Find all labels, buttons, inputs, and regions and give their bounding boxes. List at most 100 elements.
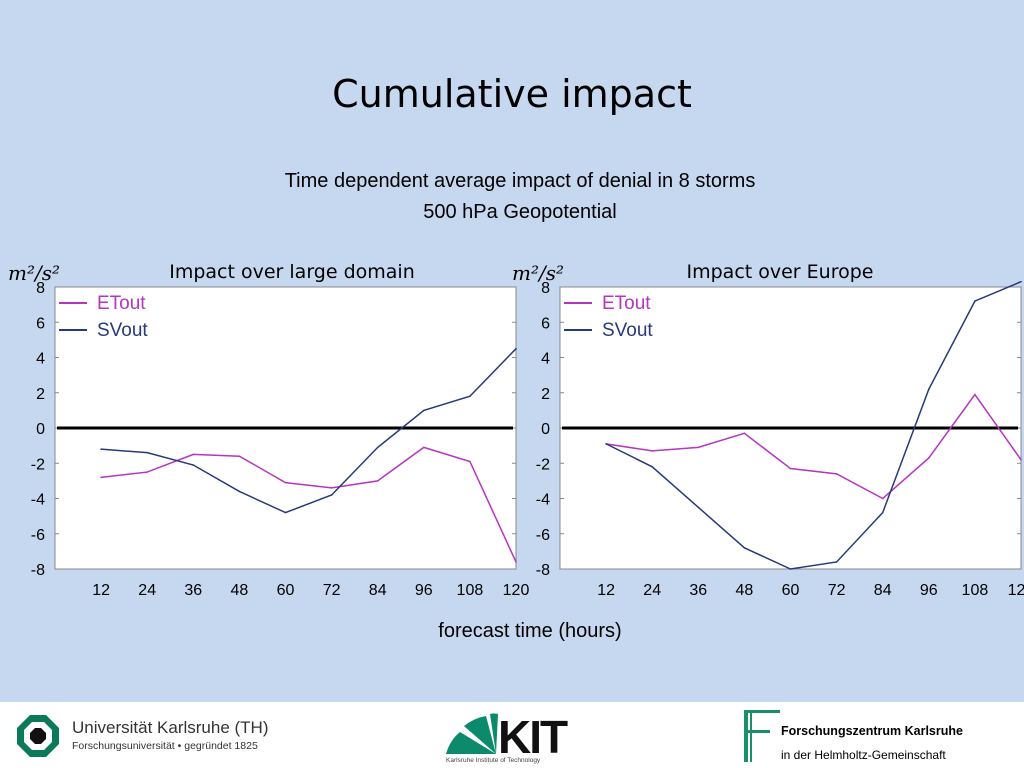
y-tick-label: 6 (36, 315, 45, 332)
data-point-svout (469, 395, 471, 398)
data-point-svout (100, 448, 102, 450)
university-subtitle: Forschungsuniversität • gegründet 1825 (72, 740, 258, 752)
charts-area: Impact over large domainm²/s²86420-2-4-6… (8, 261, 1024, 599)
data-point-etout (423, 446, 425, 449)
data-point-etout (146, 471, 148, 473)
series-line-svout (605, 281, 1022, 570)
kit-subtitle: Karlsruhe Institute of Technology (446, 757, 541, 764)
data-point-svout (789, 568, 792, 570)
data-point-svout (192, 464, 195, 466)
data-point-svout (928, 388, 930, 391)
y-tick-label: -2 (536, 456, 550, 473)
x-tick-label: 72 (828, 582, 846, 599)
data-point-etout (100, 476, 102, 479)
x-tick-label: 120 (1008, 582, 1024, 599)
chart-2: Impact over Europe m²/s²8 6 4 2 0 -2 -4 -6 -8 12 24… (512, 261, 1024, 599)
chart-1: Impact over large domain m²/s²8 6 4 2 0 -2 -4 -6… (8, 261, 529, 599)
data-point-etout (330, 487, 333, 489)
data-point-etout (743, 432, 746, 435)
x-tick-label: 60 (782, 582, 800, 599)
x-tick-label: 12 (92, 582, 110, 599)
data-point-etout (515, 561, 517, 563)
series-line-etout (101, 446, 517, 563)
data-point-svout (515, 347, 517, 350)
data-point-svout (605, 443, 607, 445)
x-tick-label: 24 (138, 582, 156, 599)
legend-label-etout: ETout (602, 293, 651, 314)
x-tick-label: 36 (689, 582, 707, 599)
y-tick-label: 2 (541, 386, 550, 403)
data-point-etout (974, 393, 976, 396)
data-point-svout (330, 494, 333, 496)
fz-name: Forschungszentrum Karlsruhe (781, 724, 963, 738)
data-point-svout (376, 446, 379, 449)
y-tick-label: 0 (541, 421, 550, 438)
kit-logo-text: KIT (498, 711, 568, 763)
data-point-svout (881, 511, 884, 514)
x-tick-label: 96 (415, 582, 433, 599)
series-line-etout (605, 393, 1022, 500)
x-tick-label: 84 (369, 582, 387, 599)
legend-label-etout: ETout (97, 293, 146, 314)
legend-label-svout: SVout (97, 320, 148, 341)
data-point-svout (284, 511, 287, 514)
y-tick-label: 4 (36, 351, 45, 368)
data-point-etout (651, 450, 653, 452)
y-tick-label: 6 (541, 315, 550, 332)
data-point-etout (881, 497, 884, 500)
x-tick-label: 96 (920, 582, 938, 599)
data-point-svout (743, 547, 746, 549)
data-point-etout (1020, 458, 1022, 461)
data-point-svout (423, 409, 425, 412)
data-point-etout (192, 453, 195, 456)
data-point-svout (1020, 280, 1022, 283)
y-axis-unit-label: m²/s² (512, 261, 564, 285)
data-point-svout (974, 300, 976, 302)
series-line-svout (101, 348, 517, 514)
chart-title: Impact over large domain (169, 261, 415, 283)
y-tick-label: -6 (31, 527, 45, 544)
data-point-etout (284, 481, 287, 484)
slide-subtitle-line1: Time dependent average impact of denial … (284, 170, 756, 192)
data-point-etout (928, 457, 930, 459)
x-tick-label: 60 (277, 582, 295, 599)
data-point-svout (238, 490, 241, 493)
slide-subtitle-line2: 500 hPa Geopotential (423, 201, 617, 223)
x-tick-label: 108 (962, 582, 989, 599)
y-tick-label: -4 (31, 492, 45, 509)
y-tick-label: 4 (541, 351, 550, 368)
y-tick-label: -8 (31, 562, 45, 579)
x-tick-label: 84 (874, 582, 892, 599)
data-point-svout (651, 465, 653, 468)
data-point-etout (789, 467, 792, 470)
kit-logo-icon (446, 713, 498, 754)
fz-subtitle: in der Helmholtz-Gemeinschaft (781, 748, 946, 762)
data-point-etout (697, 446, 700, 449)
x-axis-label: forecast time (hours) (438, 620, 622, 642)
data-point-etout (469, 460, 471, 463)
data-point-svout (835, 561, 838, 563)
data-point-etout (835, 473, 838, 475)
x-tick-label: 120 (503, 582, 530, 599)
y-tick-label: -6 (536, 527, 550, 544)
y-tick-label: 8 (36, 280, 45, 297)
y-tick-label: 0 (36, 421, 45, 438)
y-tick-label: 8 (541, 280, 550, 297)
x-tick-label: 12 (597, 582, 615, 599)
data-point-svout (697, 506, 700, 509)
slide-title: Cumulative impact (332, 72, 692, 116)
x-tick-label: 48 (736, 582, 754, 599)
footer: Universität Karlsruhe (TH) Forschungsuni… (0, 702, 1024, 768)
x-tick-label: 24 (643, 582, 661, 599)
data-point-etout (376, 480, 379, 482)
y-tick-label: 2 (36, 386, 45, 403)
legend-label-svout: SVout (602, 320, 653, 341)
fz-logo-icon (744, 710, 780, 762)
university-name: Universität Karlsruhe (TH) (72, 718, 269, 737)
y-tick-label: -2 (31, 456, 45, 473)
y-axis-unit-label: m²/s² (8, 261, 60, 285)
chart-title: Impact over Europe (687, 261, 874, 283)
university-logo-icon (17, 715, 59, 757)
y-tick-label: -4 (536, 492, 550, 509)
data-point-svout (146, 451, 148, 454)
